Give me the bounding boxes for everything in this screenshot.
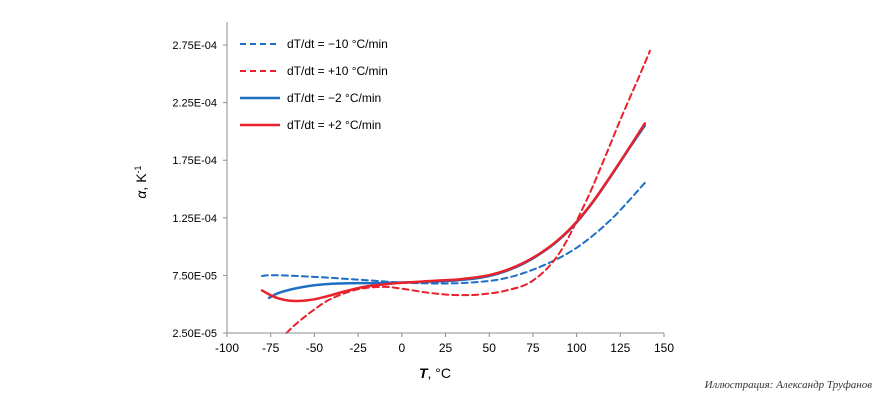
x-tick-label: 125 (610, 341, 630, 355)
series-line-3 (267, 124, 647, 300)
x-axis-label: T, °C (419, 365, 451, 381)
x-tick-label: -25 (349, 341, 367, 355)
y-axis-label: α, K-1 (133, 165, 149, 198)
series-lines (260, 49, 651, 334)
series-line-1 (261, 180, 648, 285)
x-tick-label: -75 (262, 341, 280, 355)
x-tick-label: 0 (398, 341, 405, 355)
y-axis-label-var: α (133, 190, 149, 199)
y-tick-label: 7.50E-05 (172, 270, 217, 282)
x-axis-label-unit: , °C (428, 365, 452, 381)
y-tick-label: 2.25E-04 (172, 98, 217, 110)
x-tick-label: 75 (526, 341, 540, 355)
series-line-4 (260, 122, 647, 303)
x-tick-label: 150 (654, 341, 674, 355)
series-line-2 (285, 49, 651, 334)
legend-label-3: dT/dt = −2 °C/min (287, 91, 381, 105)
y-axis-ticks: 2.50E-05 7.50E-05 1.25E-04 1.75E-04 2.25E-04… (172, 40, 227, 340)
x-tick-label: 50 (483, 341, 497, 355)
y-tick-label: 2.75E-04 (172, 40, 217, 52)
x-tick-label: -50 (306, 341, 324, 355)
illustration-credit: Иллюстрация: Александр Труфанов (704, 379, 872, 391)
x-axis-ticks: -100 -75 -50 -25 0 25 50 75 100 125 150 (215, 333, 674, 355)
legend-label-1: dT/dt = −10 °C/min (287, 37, 388, 51)
y-axis-label-sup: -1 (133, 165, 143, 173)
legend: dT/dt = −10 °C/min dT/dt = +10 °C/min dT/d… (240, 37, 388, 132)
legend-label-2: dT/dt = +10 °C/min (287, 64, 388, 78)
x-axis-label-var: T (419, 365, 429, 381)
y-axis-label-unit: , K (133, 173, 149, 191)
y-tick-label: 1.75E-04 (172, 155, 217, 167)
x-tick-label: 100 (567, 341, 587, 355)
legend-label-4: dT/dt = +2 °C/min (287, 118, 381, 132)
x-tick-label: 25 (439, 341, 453, 355)
y-tick-label: 1.25E-04 (172, 213, 217, 225)
y-tick-label: 2.50E-05 (172, 328, 217, 340)
x-tick-label: -100 (215, 341, 239, 355)
